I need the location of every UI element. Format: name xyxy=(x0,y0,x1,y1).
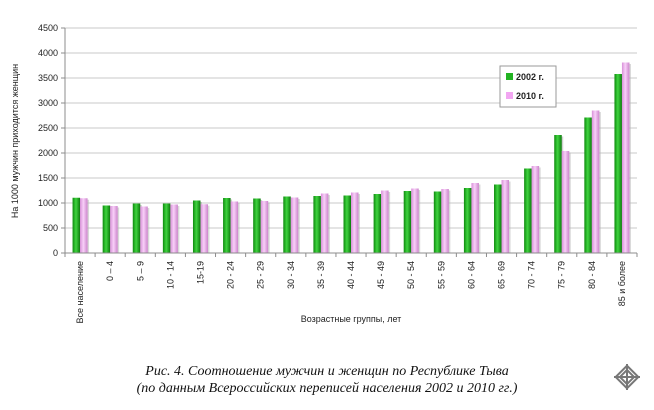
bar-2002 xyxy=(403,191,412,253)
bar-2002 xyxy=(614,74,622,253)
x-tick-label: 65 - 69 xyxy=(497,261,507,289)
bar-2010 xyxy=(471,183,479,253)
legend: 2002 г. 2010 г. xyxy=(499,65,557,108)
x-tick-label: 0 – 4 xyxy=(105,261,115,281)
x-tick-label: 10 - 14 xyxy=(165,261,175,289)
legend-swatch-2010 xyxy=(506,92,513,99)
bar-2010 xyxy=(260,201,269,253)
y-tick-label: 4500 xyxy=(38,23,58,33)
bar-2010 xyxy=(140,206,148,253)
x-tick-label: 35 - 39 xyxy=(316,261,326,289)
bar-2010 xyxy=(621,62,630,253)
bar-2002 xyxy=(283,196,291,253)
y-tick-label: 1500 xyxy=(38,173,58,183)
y-tick-label: 2500 xyxy=(38,123,58,133)
x-tick-label: 60 - 64 xyxy=(466,261,476,289)
legend-label-2010: 2010 г. xyxy=(516,91,544,101)
bar-2002 xyxy=(373,194,382,253)
x-tick-labels: Все население 0 – 4 5 – 9 10 - 14 15-19 20 - … xyxy=(64,253,638,323)
x-tick-label: 30 - 34 xyxy=(286,261,296,289)
bar-2010 xyxy=(381,190,389,253)
bar-2010 xyxy=(230,201,239,253)
bar-2002 xyxy=(524,168,532,253)
bar-2002 xyxy=(132,203,141,253)
y-tick-label: 0 xyxy=(53,248,58,258)
y-tick-labels: 0 500 1000 1500 2000 2500 3000 3500 4000 4500 xyxy=(38,23,58,258)
y-tick-label: 2000 xyxy=(38,148,58,158)
y-tick-label: 3000 xyxy=(38,98,58,108)
x-tick-label: 55 - 59 xyxy=(436,261,446,289)
bar-2002 xyxy=(192,200,201,253)
bar-2002 xyxy=(584,117,592,253)
bar-2002 xyxy=(223,198,231,253)
axes xyxy=(64,28,637,254)
bar-2010 xyxy=(170,204,178,253)
legend-swatch-2002 xyxy=(506,73,513,80)
y-tick-label: 4000 xyxy=(38,48,58,58)
bar-2010 xyxy=(561,151,570,253)
y-axis-title: На 1000 мужчин приходится женщин xyxy=(10,64,20,218)
bar-2010 xyxy=(290,197,299,253)
x-tick-label: 45 - 49 xyxy=(376,261,386,289)
bar-2002 xyxy=(554,135,562,253)
bar-2002 xyxy=(313,196,321,253)
x-tick-label: 70 - 74 xyxy=(527,261,537,289)
x-tick-label: 80 - 84 xyxy=(587,261,597,289)
bar-2010 xyxy=(351,192,359,253)
knot-ornament-icon xyxy=(614,364,640,390)
y-tick-label: 500 xyxy=(43,223,58,233)
x-tick-label: 15-19 xyxy=(195,261,205,284)
x-tick-label: 25 - 29 xyxy=(256,261,266,289)
bar-2002 xyxy=(162,203,171,253)
bar-2010 xyxy=(591,110,600,253)
bar-2002 xyxy=(433,191,442,253)
bar-2010 xyxy=(110,206,118,253)
legend-label-2002: 2002 г. xyxy=(516,72,544,82)
x-tick-label: 40 - 44 xyxy=(346,261,356,289)
bar-2002 xyxy=(102,205,111,253)
x-tick-label: 50 - 54 xyxy=(406,261,416,289)
bars xyxy=(72,62,631,253)
x-tick-label: 20 - 24 xyxy=(226,261,236,289)
x-tick-label: Все население xyxy=(75,261,85,323)
x-tick-label: 75 - 79 xyxy=(557,261,567,289)
y-tick-label: 3500 xyxy=(38,73,58,83)
x-tick-label: 85 и более xyxy=(617,261,627,306)
bar-2010 xyxy=(411,188,419,253)
bar-2002 xyxy=(494,184,502,253)
figure-caption-line-2: (по данным Всероссийских переписей насел… xyxy=(136,381,518,396)
bar-2010 xyxy=(80,198,88,253)
legend-box xyxy=(499,65,557,108)
bar-2002 xyxy=(463,188,472,253)
x-axis-title: Возрастные группы, лет xyxy=(301,314,402,324)
bar-2010 xyxy=(531,166,540,253)
bar-2010 xyxy=(320,193,329,253)
bar-2010 xyxy=(501,180,510,253)
y-tick-label: 1000 xyxy=(38,198,58,208)
bar-2002 xyxy=(343,195,351,253)
bar-2002 xyxy=(72,197,81,253)
x-tick-label: 5 – 9 xyxy=(135,261,145,281)
bar-2010 xyxy=(441,189,449,253)
bar-2002 xyxy=(253,198,261,253)
figure-caption-line-1: Рис. 4. Соотношение мужчин и женщин по Р… xyxy=(145,364,509,379)
bar-2010 xyxy=(200,204,208,253)
